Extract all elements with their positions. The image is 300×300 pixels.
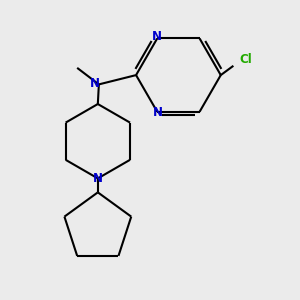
Text: N: N <box>152 30 162 44</box>
Text: N: N <box>90 77 100 90</box>
Text: N: N <box>153 106 163 119</box>
Text: Cl: Cl <box>239 53 252 66</box>
Text: N: N <box>93 172 103 185</box>
